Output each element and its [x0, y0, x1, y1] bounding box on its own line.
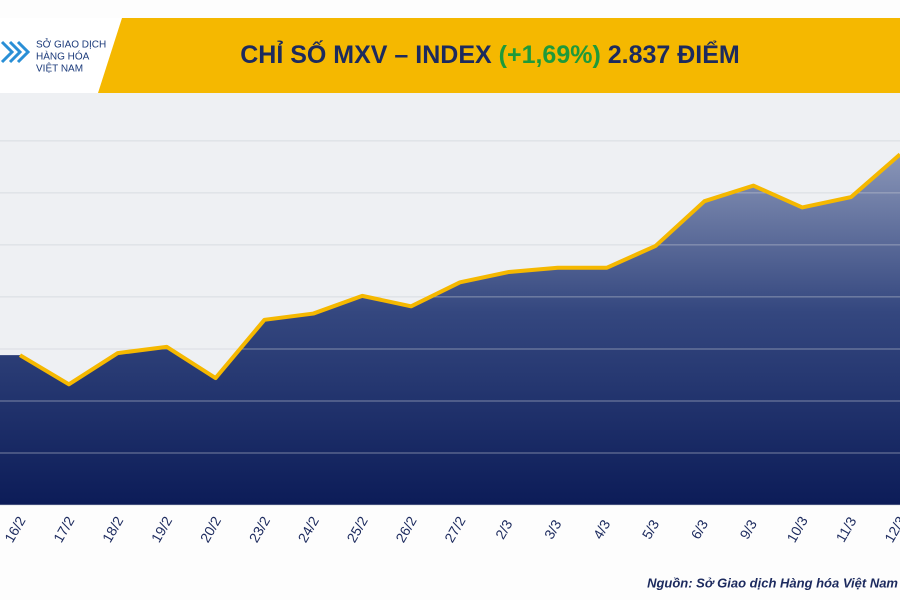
- title-value: 2.837 ĐIỂM: [608, 40, 740, 69]
- logo-icon: [0, 40, 31, 64]
- logo-text: VIỆT NAM: [36, 62, 83, 75]
- chart-title: CHỈ SỐ MXV – INDEX (+1,69%) 2.837 ĐIỂM: [240, 39, 740, 69]
- header-band: [0, 18, 900, 93]
- source: Nguồn: Sở Giao dịch Hàng hóa Việt Nam: [647, 575, 898, 590]
- logo-text: SỞ GIAO DỊCH: [36, 38, 106, 51]
- title-main: CHỈ SỐ MXV – INDEX: [240, 39, 492, 69]
- line: [18, 152, 900, 387]
- logo-text: HÀNG HÓA: [36, 50, 90, 63]
- title-change: (+1,69%): [499, 41, 601, 69]
- area: [0, 154, 900, 505]
- logo-box: [0, 18, 122, 93]
